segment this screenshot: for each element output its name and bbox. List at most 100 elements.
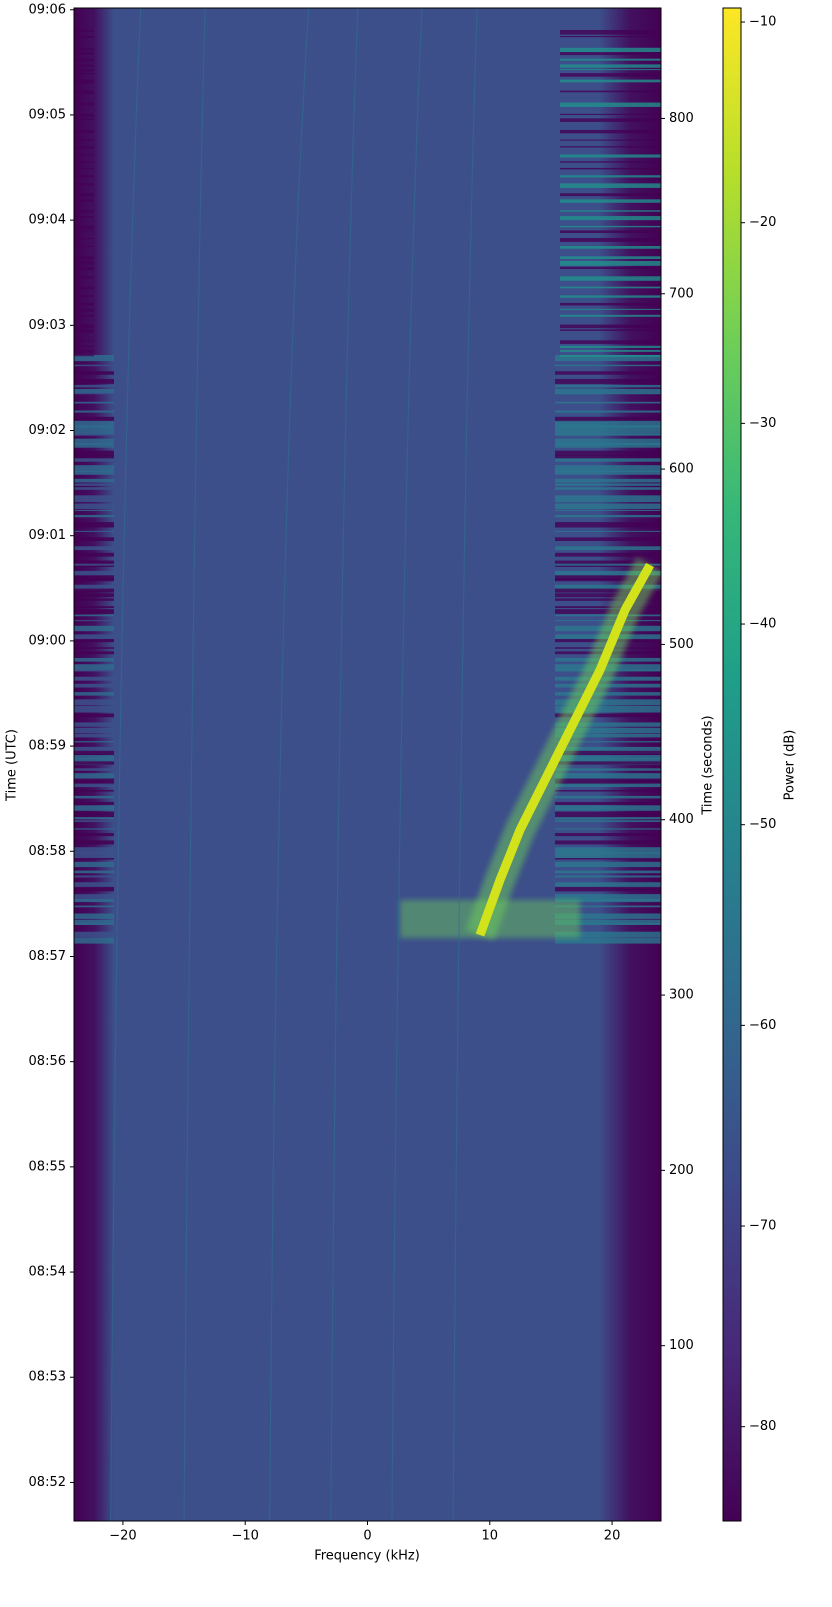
spectrogram-image (74, 8, 661, 1521)
band-stripe (560, 245, 661, 249)
band-stripe (74, 30, 94, 32)
band-stripe (74, 146, 94, 149)
band-stripe (74, 755, 114, 760)
y2-tick-label: 800 (669, 111, 694, 126)
band-stripe (74, 465, 114, 472)
band-stripe (74, 514, 114, 518)
band-stripe (74, 118, 94, 121)
colorbar-label: Power (dB) (783, 730, 798, 801)
x-axis-label: Frequency (kHz) (314, 1549, 420, 1564)
band-stripe (74, 651, 114, 655)
band-stripe (74, 713, 114, 718)
band-stripe (555, 537, 661, 541)
band-stripe (555, 584, 661, 591)
band-stripe (74, 225, 94, 230)
band-stripe (74, 609, 114, 614)
y2-axis-label: Time (seconds) (701, 715, 716, 815)
band-stripe (555, 509, 661, 511)
band-stripe (555, 465, 661, 472)
band-stripe (555, 857, 661, 860)
band-stripe (560, 113, 661, 115)
band-stripe (555, 847, 661, 854)
band-stripe (555, 899, 661, 903)
band-stripe (74, 167, 94, 170)
band-stripe (74, 588, 114, 593)
band-stripe (74, 669, 114, 672)
band-stripe (560, 225, 661, 228)
band-stripe (560, 230, 661, 234)
band-stripe (555, 768, 661, 771)
y-axis-label: Time (UTC) (5, 729, 20, 802)
band-stripe (560, 216, 661, 221)
y-tick-label: 09:06 (29, 2, 66, 17)
band-stripe (74, 783, 114, 788)
band-stripe (555, 434, 661, 436)
band-stripe (74, 875, 114, 878)
band-stripe (74, 392, 114, 395)
band-stripe (74, 79, 94, 84)
band-stripe (74, 102, 94, 106)
band-stripe (555, 575, 661, 582)
band-stripe (74, 487, 114, 490)
band-stripe (560, 183, 661, 188)
band-stripe (74, 606, 114, 608)
x-tick-label: −10 (231, 1529, 258, 1544)
band-stripe (560, 308, 661, 310)
band-stripe (74, 795, 114, 799)
y-tick-label: 08:57 (29, 949, 66, 964)
band-stripe (74, 563, 114, 566)
band-stripe (555, 882, 661, 888)
band-stripe (555, 713, 661, 718)
band-stripe (555, 371, 661, 375)
band-stripe (560, 354, 661, 357)
band-stripe (555, 425, 661, 430)
band-stripe (560, 146, 661, 148)
band-stripe (74, 434, 114, 436)
y2-tick-label: 100 (669, 1338, 694, 1353)
band-stripe (74, 657, 114, 662)
band-stripe (74, 401, 114, 404)
band-stripe (555, 401, 661, 404)
band-stripe (74, 245, 94, 248)
band-stripe (74, 90, 94, 95)
band-stripe (74, 820, 114, 823)
band-stripe (74, 552, 114, 557)
band-stripe (555, 606, 661, 608)
band-stripe (555, 454, 661, 459)
band-stripe (74, 852, 114, 860)
y-tick-label: 09:02 (29, 423, 66, 438)
band-stripe (560, 90, 661, 93)
colorbar-tick-label: −60 (749, 1018, 776, 1033)
band-stripe (74, 692, 114, 696)
band-stripe (555, 755, 661, 760)
y-tick-label: 08:54 (29, 1265, 66, 1280)
band-stripe (74, 833, 114, 837)
band-stripe (74, 260, 94, 265)
band-stripe (74, 429, 114, 435)
band-stripe (555, 761, 661, 765)
band-stripe (560, 302, 661, 306)
band-stripe (74, 478, 114, 483)
y2-tick-label: 700 (669, 286, 694, 301)
band-stripe (74, 634, 114, 640)
band-stripe (74, 349, 94, 353)
band-stripe (560, 69, 661, 71)
band-stripe (560, 58, 661, 61)
band-stripe (74, 899, 114, 903)
band-stripe (560, 47, 661, 53)
band-stripe (560, 118, 661, 122)
faint-line (330, 8, 359, 1521)
faint-line (183, 8, 206, 1521)
band-stripe (74, 355, 114, 359)
band-stripe (555, 495, 661, 503)
band-stripe (74, 761, 114, 765)
band-stripe (560, 345, 661, 348)
band-stripe (74, 847, 114, 854)
band-stripe (555, 530, 661, 532)
band-stripe (74, 458, 114, 462)
band-stripe (555, 443, 661, 448)
band-stripe (74, 329, 94, 333)
band-stripe (74, 741, 114, 743)
band-stripe (74, 811, 114, 819)
band-stripe (74, 828, 114, 830)
